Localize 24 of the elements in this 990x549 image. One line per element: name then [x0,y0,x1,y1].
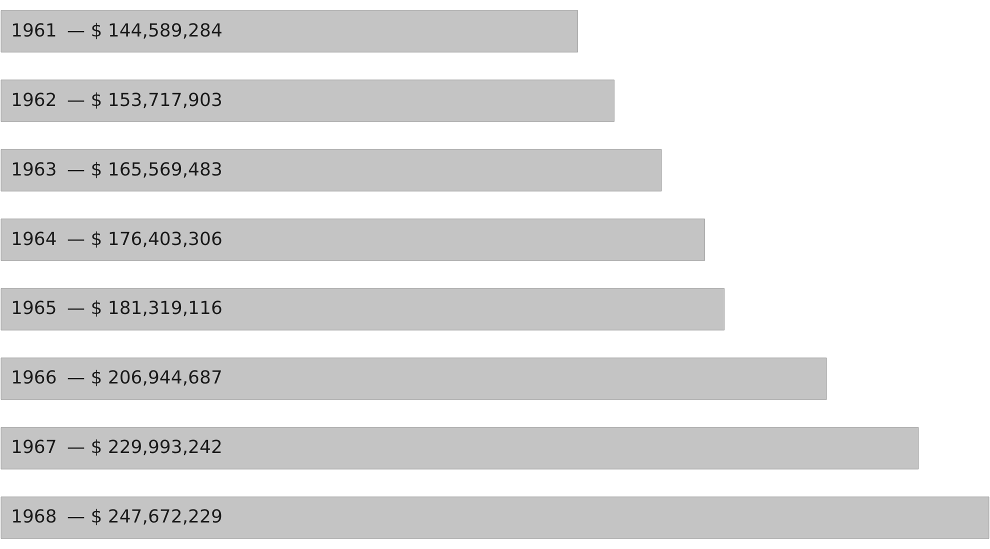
bar [0,218,705,261]
y-tick-label: 1967 [11,437,57,458]
bar [0,80,614,122]
bar [0,288,725,330]
y-tick-label: 1963 [11,159,57,180]
y-tick-label: 1968 [11,506,57,528]
y-tick-label: 1966 [11,368,57,389]
bar [0,10,578,52]
y-tick-label: 1964 [11,228,57,250]
y-tick-label: 1962 [11,90,57,111]
data-label: — $ 176,403,306 [67,228,222,250]
data-label: — $ 206,944,687 [67,368,222,389]
data-label: — $ 229,993,242 [67,437,222,458]
data-label: — $ 181,319,116 [67,298,222,320]
data-label: — $ 165,569,483 [67,159,222,180]
data-label: — $ 153,717,903 [67,90,222,111]
bar [0,149,662,192]
y-tick-label: 1965 [11,298,57,320]
bar [0,358,827,400]
bar [0,427,919,470]
data-label: — $ 247,672,229 [67,506,222,528]
data-label: — $ 144,589,284 [67,20,222,42]
bar [0,496,990,539]
y-tick-label: 1961 [11,20,57,42]
